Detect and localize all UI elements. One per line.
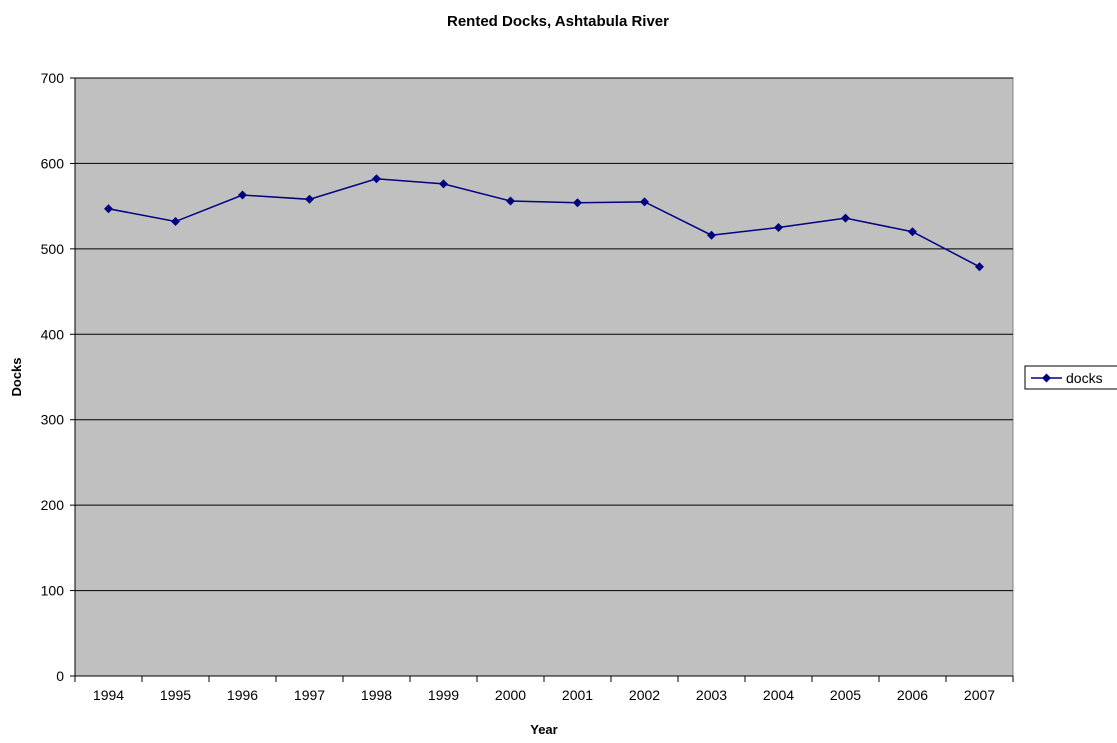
data-point-2003	[707, 230, 716, 240]
data-point-1994	[104, 204, 113, 214]
data-point-1995	[171, 217, 180, 227]
data-point-2004	[774, 223, 783, 232]
data-point-2002	[640, 197, 649, 207]
x-tick-label-2005: 2005	[830, 687, 861, 703]
series-line-docks	[108, 178, 980, 268]
x-tick-label-2002: 2002	[629, 687, 660, 703]
y-tick-label-100: 100	[41, 583, 65, 599]
x-tick-label-1998: 1998	[361, 687, 392, 703]
data-point-2007	[975, 262, 984, 272]
x-tick-label-1999: 1999	[428, 687, 459, 703]
y-tick-label-400: 400	[41, 326, 65, 342]
data-point-1998	[372, 174, 381, 184]
gridlines	[75, 77, 1013, 592]
chart-title: Rented Docks, Ashtabula River	[447, 13, 669, 30]
x-tick-label-2001: 2001	[562, 687, 593, 703]
x-tick-label-1994: 1994	[93, 687, 124, 703]
x-tick-label-1996: 1996	[227, 687, 258, 703]
y-axis-title: Docks	[9, 357, 24, 396]
x-tick-label-2000: 2000	[495, 687, 526, 703]
y-tick-label-500: 500	[41, 241, 65, 257]
x-tick-label-1997: 1997	[294, 687, 325, 703]
series-docks	[104, 174, 984, 272]
legend-label-docks: docks	[1066, 370, 1103, 386]
x-tick-label-2004: 2004	[763, 687, 794, 703]
x-tick-label-2006: 2006	[897, 687, 928, 703]
y-tick-label-700: 700	[41, 70, 65, 86]
data-point-2006	[908, 227, 917, 237]
data-point-2005	[841, 213, 850, 223]
data-point-2001	[573, 198, 582, 208]
data-point-1999	[439, 179, 448, 189]
legend: docks	[1024, 365, 1117, 390]
legend-box	[1024, 365, 1117, 390]
y-tick-label-300: 300	[41, 412, 65, 428]
y-tick-label-200: 200	[41, 497, 65, 513]
axes: 0 100 200 300 400 500 600 700 1994 1995 1996 1997 19…	[41, 70, 1014, 703]
y-tick-label-600: 600	[41, 155, 65, 171]
plot-area	[74, 77, 1014, 677]
legend-marker-swatch	[1042, 373, 1051, 383]
x-tick-label-1995: 1995	[160, 687, 191, 703]
x-axis-title: Year	[530, 722, 557, 737]
data-point-1997	[305, 194, 314, 204]
y-tick-label-0: 0	[56, 668, 64, 684]
x-tick-label-2003: 2003	[696, 687, 727, 703]
data-point-1996	[238, 190, 247, 200]
data-point-2000	[506, 196, 515, 206]
x-tick-label-2007: 2007	[964, 687, 995, 703]
